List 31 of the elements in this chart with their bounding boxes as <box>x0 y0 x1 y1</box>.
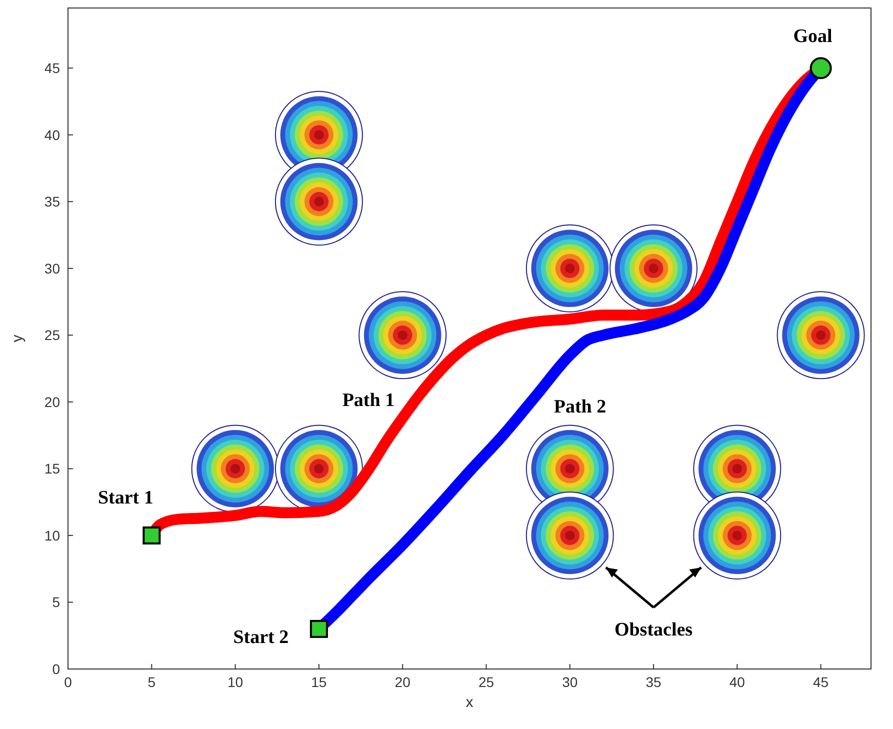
x-tick-label: 5 <box>148 674 156 690</box>
annotation: Goal <box>793 26 832 48</box>
x-tick-label: 15 <box>311 674 327 690</box>
annotation: Start 1 <box>98 487 154 508</box>
annotation: Path 1 <box>342 390 395 411</box>
x-tick-label: 0 <box>64 674 72 690</box>
y-tick-label: 10 <box>44 527 60 544</box>
y-tick-label: 40 <box>44 126 60 143</box>
annotation: Start 2 <box>233 626 289 648</box>
y-tick-label: 0 <box>52 661 60 677</box>
y-tick-label: 35 <box>44 194 60 210</box>
x-tick-label: 40 <box>729 674 746 690</box>
x-tick-label: 25 <box>478 674 494 690</box>
point <box>142 526 161 544</box>
x-tick-label: 20 <box>394 674 411 690</box>
annotation: Path 2 <box>554 396 606 418</box>
y-tick-label: 20 <box>44 394 60 410</box>
y-tick-label: 30 <box>44 260 60 276</box>
x-axis-title: x <box>466 694 474 711</box>
point <box>810 57 832 80</box>
x-tick-label: 45 <box>813 674 829 690</box>
point <box>310 620 328 638</box>
y-axis-title: y <box>9 334 26 342</box>
y-tick-label: 45 <box>44 60 60 76</box>
annotation: Obstacles <box>614 619 693 640</box>
x-tick-label: 10 <box>228 674 244 690</box>
x-tick-label: 35 <box>646 674 662 690</box>
y-tick-label: 15 <box>44 460 60 477</box>
x-tick-label: 30 <box>562 674 578 690</box>
y-tick-label: 25 <box>44 327 60 344</box>
y-tick-label: 5 <box>52 594 60 610</box>
